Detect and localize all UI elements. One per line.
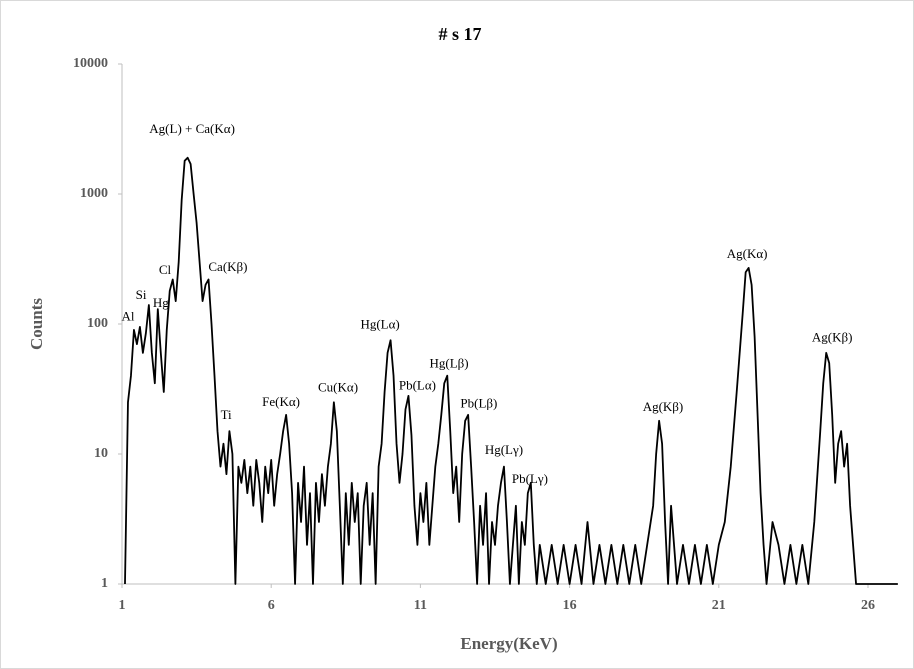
peak-label: Pb(Lα) [399,378,436,393]
y-tick-label: 1000 [80,186,108,201]
x-axis-label: Energy(KeV) [460,634,557,653]
chart-title: # s 17 [438,24,481,44]
peak-label: Si [136,287,147,302]
peak-label: Hg [153,295,169,310]
peak-label: Hg(Lβ) [429,355,468,370]
y-tick-label: 100 [87,316,108,331]
x-tick-label: 16 [563,598,577,613]
peak-label: Cu(Kα) [318,379,358,394]
peak-label: Ag(Kβ) [812,330,853,345]
y-axis-label: Counts [27,298,46,350]
peak-label: Ca(Kβ) [208,259,247,274]
x-tick-label: 6 [268,598,275,613]
peak-label: Pb(Lβ) [460,396,497,411]
peak-label: Hg(Lγ) [485,442,523,457]
spectrum-line [124,156,898,585]
x-tick-label: 21 [712,598,726,613]
y-tick-label: 10 [94,446,108,461]
peak-label: Ag(Kβ) [643,399,684,414]
x-tick-label: 1 [119,598,126,613]
y-tick-label: 10000 [73,56,108,71]
y-tick-label: 1 [101,576,108,591]
peak-label: Ti [221,407,232,422]
x-tick-label: 26 [861,598,875,613]
peak-label: Ag(L) + Ca(Kα) [149,121,235,136]
peak-label: Pb(Lγ) [512,471,548,486]
peak-label: Hg(Lα) [360,317,399,332]
x-tick-label: 11 [414,598,427,613]
peak-label: Ag(Kα) [727,246,768,261]
peak-label: Fe(Kα) [262,394,300,409]
peak-label: Cl [159,262,172,277]
peak-label: Al [121,309,134,324]
